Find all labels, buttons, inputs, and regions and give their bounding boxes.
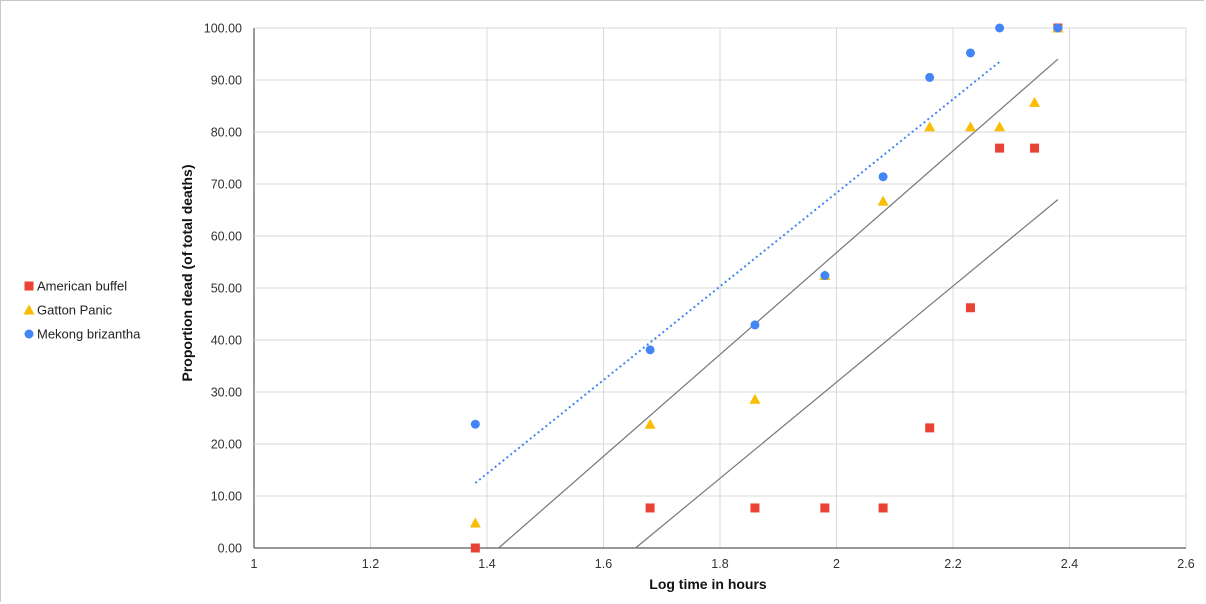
x-tick-label: 1.6 xyxy=(595,557,612,571)
data-point-square xyxy=(995,143,1005,153)
data-point-triangle xyxy=(994,121,1006,132)
trendline-solid xyxy=(498,58,1059,549)
y-tick-label: 20.00 xyxy=(211,438,242,452)
x-axis-title: Log time in hours xyxy=(649,576,767,592)
x-tick-label: 1.4 xyxy=(478,557,495,571)
legend-label: American buffel xyxy=(37,279,127,294)
legend-label: Gatton Panic xyxy=(37,303,113,318)
data-point-square xyxy=(470,543,480,553)
data-point-circle xyxy=(645,345,655,355)
x-tick-label: 2.4 xyxy=(1061,557,1078,571)
legend-marker-triangle xyxy=(23,304,35,315)
data-point-square xyxy=(965,303,975,313)
grid xyxy=(253,27,1187,549)
y-tick-label: 0.00 xyxy=(218,542,242,556)
data-point-triangle xyxy=(924,121,936,132)
y-tick-label: 70.00 xyxy=(211,178,242,192)
data-point-triangle xyxy=(644,418,656,429)
y-tick-label: 80.00 xyxy=(211,126,242,140)
data-point-circle xyxy=(965,48,975,58)
data-point-circle xyxy=(925,72,935,82)
y-axis-title: Proportion dead (of total deaths) xyxy=(179,165,195,382)
data-points xyxy=(469,22,1064,553)
data-point-triangle xyxy=(469,517,481,528)
y-tick-label: 50.00 xyxy=(211,282,242,296)
y-tick-label: 60.00 xyxy=(211,230,242,244)
y-tick-label: 10.00 xyxy=(211,490,242,504)
data-point-triangle xyxy=(1029,96,1041,107)
data-point-square xyxy=(750,503,760,513)
data-point-triangle xyxy=(749,393,761,404)
x-tick-label: 1.8 xyxy=(711,557,728,571)
data-point-circle xyxy=(750,320,760,330)
trendline-dotted xyxy=(474,61,1001,484)
y-tick-label: 90.00 xyxy=(211,74,242,88)
trendlines xyxy=(474,58,1059,549)
data-point-circle xyxy=(820,271,830,281)
data-point-circle xyxy=(878,172,888,182)
data-point-square xyxy=(878,503,888,513)
data-point-circle xyxy=(1053,23,1063,33)
x-tick-label: 2.6 xyxy=(1177,557,1194,571)
x-tick-labels: 1 1.2 1.4 1.6 1.8 2 2.2 2.4 2.6 xyxy=(251,557,1195,571)
data-point-square xyxy=(820,503,830,513)
trendline-solid xyxy=(635,199,1059,549)
y-tick-label: 30.00 xyxy=(211,386,242,400)
data-point-square xyxy=(645,503,655,513)
data-point-triangle xyxy=(964,121,976,132)
x-tick-label: 2.2 xyxy=(944,557,961,571)
x-tick-label: 1.2 xyxy=(362,557,379,571)
data-point-square xyxy=(925,423,935,433)
legend: American buffel Gatton Panic Mekong brizan… xyxy=(23,279,141,342)
legend-label: Mekong brizantha xyxy=(37,327,141,342)
x-tick-label: 2 xyxy=(833,557,840,571)
y-tick-labels: 0.00 10.00 20.00 30.00 40.00 50.00 60.00 70.00 8… xyxy=(204,22,242,556)
data-point-triangle xyxy=(877,195,889,206)
legend-marker-square xyxy=(24,281,34,291)
y-tick-label: 100.00 xyxy=(204,22,242,36)
legend-marker-circle xyxy=(24,329,34,339)
data-point-circle xyxy=(470,419,480,429)
data-point-circle xyxy=(995,23,1005,33)
x-tick-label: 1 xyxy=(251,557,258,571)
y-tick-label: 40.00 xyxy=(211,334,242,348)
data-point-square xyxy=(1030,143,1040,153)
